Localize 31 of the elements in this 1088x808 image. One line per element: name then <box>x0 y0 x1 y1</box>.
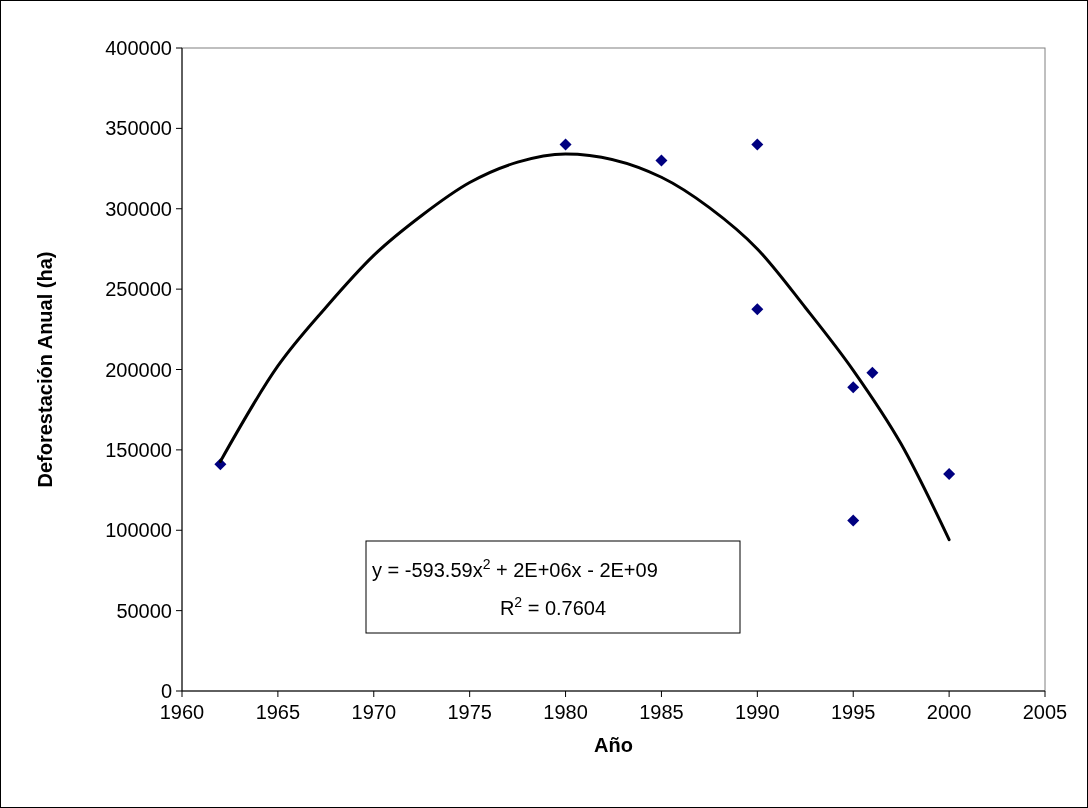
x-tick-label: 2000 <box>926 701 972 723</box>
x-tick-label: 1995 <box>830 701 876 723</box>
y-tick-label: 0 <box>160 680 172 702</box>
y-tick-label: 100000 <box>105 519 172 542</box>
y-tick-label: 250000 <box>105 278 172 301</box>
x-tick-label: 1965 <box>255 701 301 723</box>
y-tick-label: 200000 <box>105 358 172 381</box>
x-tick-label: 1985 <box>639 701 684 723</box>
y-tick-label: 400000 <box>105 37 172 59</box>
annotation: R$^{2}$ = 0.7604 <box>499 594 607 619</box>
point <box>655 154 668 167</box>
y-tick-label: 350000 <box>105 117 172 140</box>
x-tick-label: 1960 <box>159 701 205 723</box>
y-tick-label: 300000 <box>105 197 172 220</box>
point <box>847 381 860 394</box>
x-tick-label: 1980 <box>543 701 588 723</box>
point <box>751 303 764 316</box>
point <box>847 514 860 527</box>
point <box>751 138 764 151</box>
y-tick-label: 150000 <box>105 438 172 461</box>
x-tick-label: 1975 <box>447 701 492 723</box>
annotation: y = -593.59x$^{2}$ + 2E+06x - 2E+09 <box>372 556 658 581</box>
point <box>943 467 956 480</box>
y-axis-title: Deforestación Anual (ha) <box>34 251 56 488</box>
x-tick-label: 1970 <box>351 701 397 723</box>
point <box>559 138 572 151</box>
y-tick-label: 50000 <box>116 599 172 622</box>
point <box>866 366 879 379</box>
x-tick-label: 2005 <box>1022 701 1068 723</box>
x-tick-label: 1990 <box>735 701 780 723</box>
x-axis-title: Año <box>594 734 633 756</box>
